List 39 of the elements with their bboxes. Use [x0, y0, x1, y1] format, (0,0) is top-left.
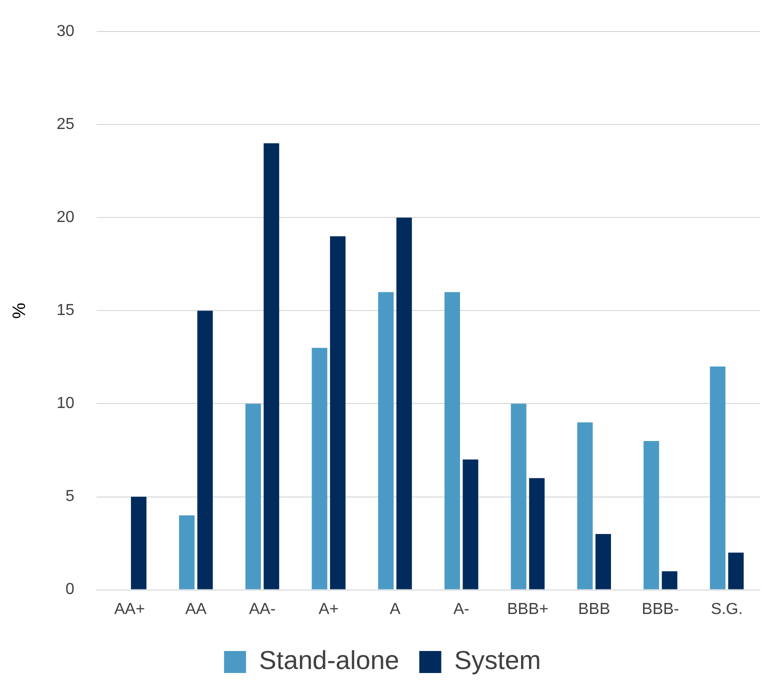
x-tick-label: BBB-	[642, 600, 680, 618]
bar	[595, 534, 611, 590]
bar	[245, 404, 261, 590]
x-tick-label: BBB	[578, 600, 610, 618]
bar	[577, 422, 593, 590]
legend-label: Stand-alone	[259, 645, 400, 676]
bar	[728, 552, 744, 590]
y-tick-label: 10	[56, 395, 74, 412]
y-tick-label: 30	[56, 23, 74, 40]
x-tick-label: BBB+	[507, 600, 548, 618]
y-tick-label: 0	[65, 581, 74, 598]
y-tick-label: 15	[56, 302, 74, 320]
x-tick-label: AA	[185, 600, 207, 618]
x-tick-label: A	[390, 600, 401, 618]
bar	[644, 440, 660, 590]
x-tick-label: S.G.	[710, 600, 743, 618]
bar	[197, 310, 213, 590]
bar	[312, 348, 328, 590]
x-tick-label: AA+	[114, 600, 145, 618]
y-tick-label: 20	[56, 209, 74, 226]
bar	[662, 571, 678, 590]
bar	[130, 496, 146, 590]
bar	[529, 478, 545, 590]
bar	[330, 236, 346, 590]
y-axis-title: %	[8, 302, 29, 319]
bar	[462, 460, 478, 590]
x-tick-label: A+	[318, 600, 339, 618]
legend-label: System	[454, 645, 541, 676]
bar	[396, 218, 412, 590]
x-tick-label: A-	[453, 600, 470, 618]
bar	[510, 404, 526, 590]
y-tick-label: 25	[56, 116, 74, 134]
x-tick-label: AA-	[248, 600, 276, 618]
bar	[378, 292, 394, 590]
bar	[264, 143, 280, 590]
bar	[444, 292, 460, 590]
bar	[179, 515, 195, 590]
bar	[710, 366, 726, 590]
y-tick-label: 5	[65, 488, 74, 506]
